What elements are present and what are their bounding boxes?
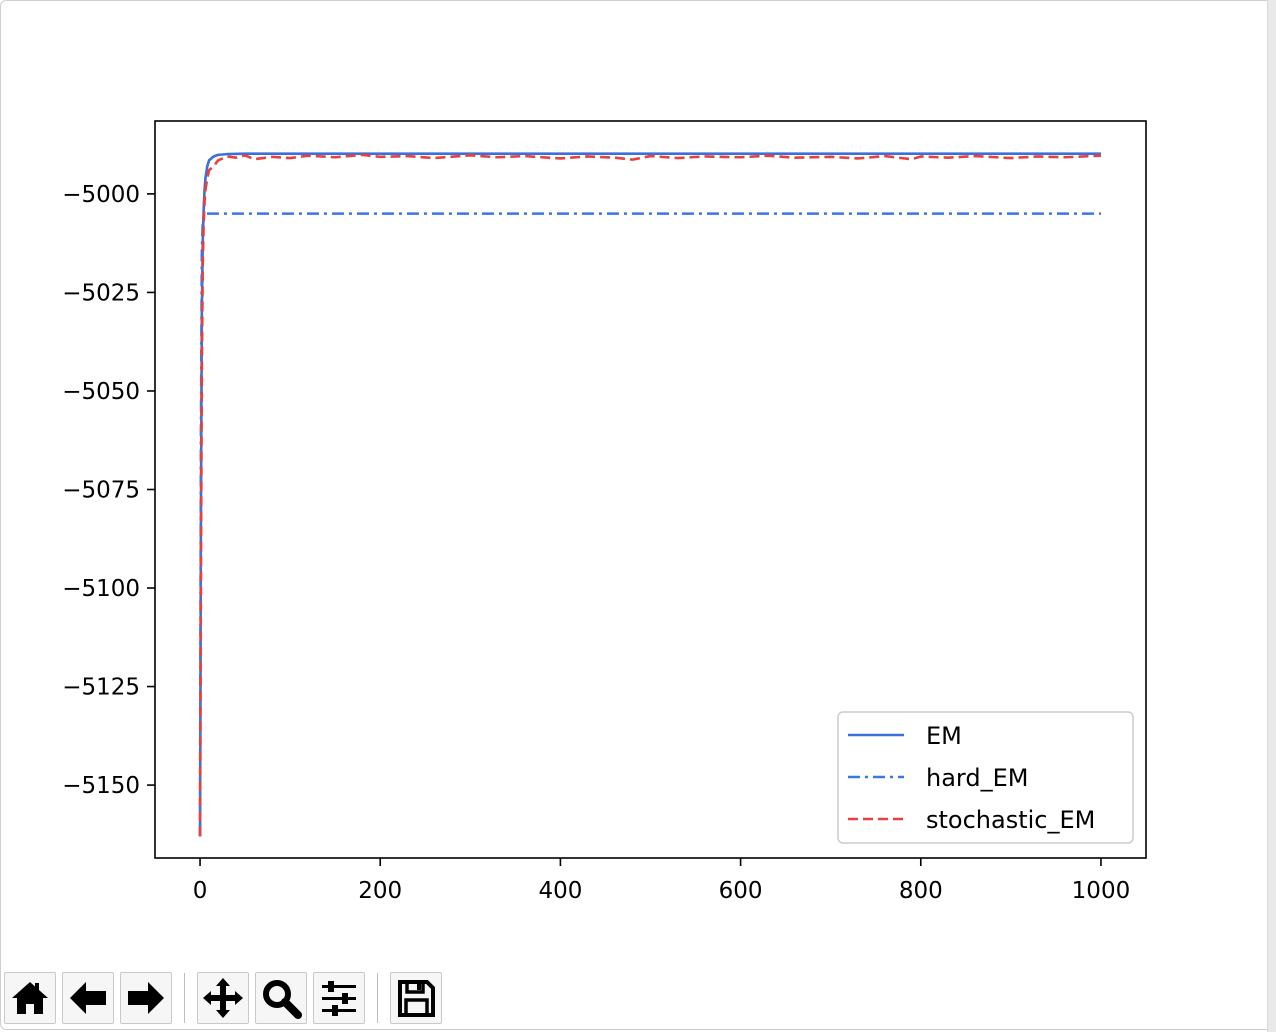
home-button[interactable]	[4, 972, 56, 1024]
x-tick-label: 600	[719, 878, 763, 904]
zoom-button[interactable]	[255, 972, 307, 1024]
plot-area	[198, 152, 1102, 837]
legend: EM hard_EM stochastic_EM	[837, 711, 1134, 844]
floppy-disk-icon	[398, 980, 435, 1017]
y-tick-label: −5000	[62, 182, 140, 208]
toolbar-separator	[184, 973, 185, 1023]
toolbar-separator	[377, 973, 378, 1023]
y-tick-label: −5150	[62, 773, 140, 799]
window-edge	[1267, 0, 1276, 1032]
axes: 0 200 400 600 800 1000 −5000 −5025 −5050 −5075 −51…	[62, 120, 1147, 904]
x-tick-label: 800	[899, 878, 943, 904]
sliders-icon	[322, 981, 356, 1016]
line-chart: 0 200 400 600 800 1000 −5000 −5025 −5050 −5075 −51…	[62, 120, 1147, 904]
x-tick-label: 400	[538, 878, 582, 904]
x-tick-label: 0	[193, 878, 208, 904]
series-line-stochastic-EM	[198, 153, 1102, 837]
y-tick-label: −5025	[62, 280, 140, 306]
legend-box	[837, 711, 1134, 844]
y-tick-label: −5100	[62, 576, 140, 602]
x-tick-label: 200	[358, 878, 402, 904]
legend-label: stochastic_EM	[926, 806, 1095, 834]
legend-label: EM	[926, 722, 962, 750]
save-button[interactable]	[390, 972, 442, 1024]
back-button[interactable]	[62, 972, 114, 1024]
y-tick-label: −5050	[62, 379, 140, 405]
arrow-left-icon	[70, 982, 106, 1014]
legend-label: hard_EM	[926, 764, 1028, 792]
series-line-hard-EM	[198, 212, 1101, 837]
arrow-right-icon	[128, 982, 164, 1014]
home-icon	[12, 982, 48, 1014]
y-tick-label: −5075	[62, 478, 140, 504]
pan-button[interactable]	[197, 972, 249, 1024]
move-icon	[203, 978, 243, 1018]
magnifier-icon	[263, 980, 302, 1019]
forward-button[interactable]	[120, 972, 172, 1024]
series-line-EM	[198, 152, 1101, 837]
navigation-toolbar	[4, 970, 448, 1026]
x-tick-label: 1000	[1072, 878, 1131, 904]
configure-subplots-button[interactable]	[313, 972, 365, 1024]
y-tick-label: −5125	[62, 675, 140, 701]
